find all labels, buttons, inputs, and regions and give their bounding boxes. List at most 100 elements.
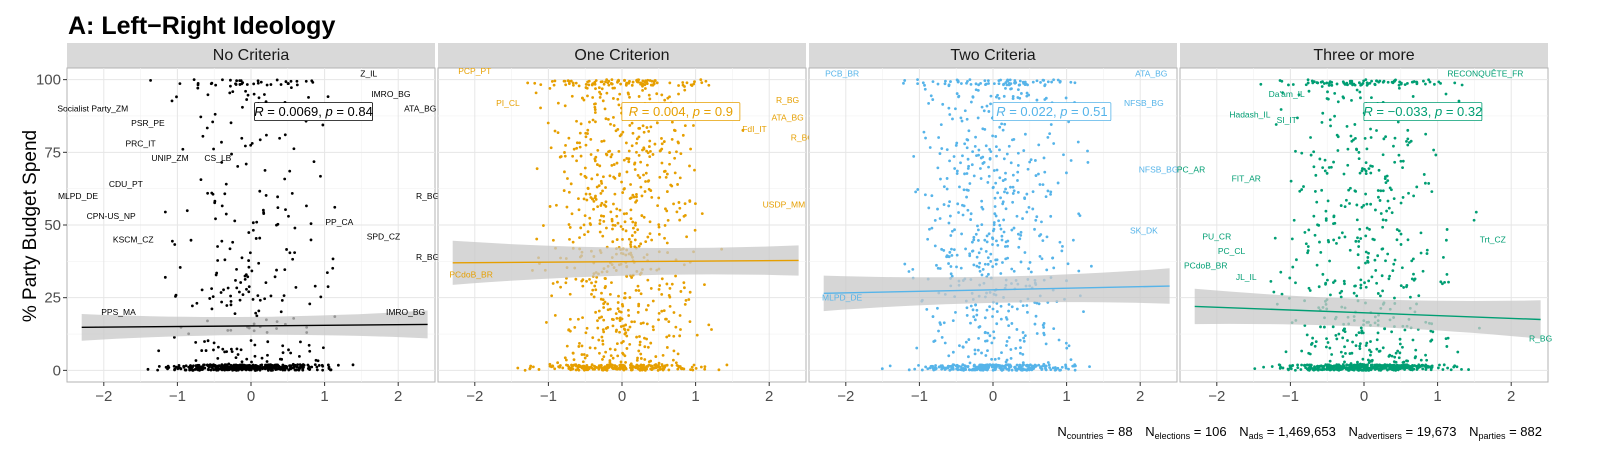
data-point bbox=[1375, 281, 1379, 285]
data-point bbox=[214, 367, 218, 371]
data-point bbox=[1407, 191, 1410, 195]
data-point bbox=[1348, 202, 1351, 205]
data-point bbox=[1018, 366, 1022, 370]
data-point bbox=[607, 150, 610, 154]
data-point bbox=[1326, 97, 1330, 101]
data-point bbox=[688, 164, 691, 168]
data-point bbox=[321, 368, 325, 372]
data-point bbox=[1303, 324, 1307, 327]
data-point bbox=[600, 335, 604, 339]
point-label: MLPD_DE bbox=[58, 191, 98, 201]
data-point bbox=[565, 205, 569, 209]
data-point bbox=[949, 272, 953, 276]
data-point bbox=[668, 81, 672, 85]
data-point bbox=[235, 347, 239, 351]
data-point bbox=[975, 308, 979, 312]
data-point bbox=[287, 214, 290, 218]
data-point bbox=[251, 366, 255, 369]
data-point bbox=[292, 147, 296, 151]
data-point bbox=[1007, 363, 1010, 367]
data-point bbox=[1328, 359, 1332, 363]
data-point bbox=[289, 79, 293, 83]
data-point bbox=[1429, 365, 1432, 369]
data-point bbox=[962, 188, 966, 192]
data-point bbox=[167, 366, 171, 369]
data-point bbox=[526, 81, 530, 85]
data-point bbox=[950, 247, 953, 251]
data-point bbox=[581, 278, 585, 282]
data-point bbox=[1399, 232, 1403, 236]
data-point bbox=[623, 296, 627, 300]
data-point bbox=[1339, 350, 1343, 354]
data-point bbox=[157, 349, 161, 353]
data-point bbox=[239, 281, 243, 284]
data-point bbox=[621, 351, 624, 355]
data-point bbox=[593, 196, 597, 200]
data-point bbox=[553, 367, 557, 371]
data-point bbox=[949, 80, 952, 83]
data-point bbox=[678, 218, 682, 222]
data-point bbox=[1399, 201, 1403, 205]
data-point bbox=[295, 83, 299, 87]
data-point bbox=[1037, 302, 1041, 306]
data-point bbox=[992, 221, 996, 224]
data-point bbox=[980, 223, 984, 227]
data-point bbox=[213, 112, 217, 116]
data-point bbox=[1372, 238, 1376, 242]
data-point bbox=[997, 357, 1001, 360]
data-point bbox=[311, 80, 315, 84]
data-point bbox=[1343, 205, 1347, 208]
data-point bbox=[1006, 78, 1010, 82]
data-point bbox=[964, 247, 967, 251]
data-point bbox=[1291, 83, 1295, 86]
data-point bbox=[1390, 330, 1394, 334]
data-point bbox=[985, 234, 989, 238]
data-point bbox=[301, 363, 305, 366]
data-point bbox=[948, 214, 952, 218]
data-point bbox=[1341, 363, 1345, 366]
data-point bbox=[637, 367, 641, 371]
data-point bbox=[178, 82, 182, 86]
data-point bbox=[555, 203, 558, 207]
data-point bbox=[627, 149, 631, 153]
data-point bbox=[216, 245, 219, 248]
data-point bbox=[258, 236, 262, 240]
data-point bbox=[645, 322, 649, 326]
data-point bbox=[1023, 251, 1027, 254]
data-point bbox=[1315, 263, 1319, 267]
data-point bbox=[172, 364, 176, 368]
data-point bbox=[1357, 239, 1361, 243]
data-point bbox=[1392, 197, 1396, 201]
data-point bbox=[1291, 265, 1295, 269]
data-point bbox=[947, 255, 951, 259]
data-point bbox=[1390, 354, 1394, 358]
data-point bbox=[1290, 237, 1294, 241]
data-point bbox=[579, 122, 583, 126]
data-point bbox=[1302, 185, 1305, 188]
data-point bbox=[637, 135, 641, 139]
data-point bbox=[1323, 158, 1327, 162]
data-point bbox=[1398, 337, 1402, 341]
data-point bbox=[564, 358, 568, 362]
data-point bbox=[596, 149, 600, 152]
data-point bbox=[211, 192, 215, 196]
data-point bbox=[973, 352, 977, 356]
data-point bbox=[598, 230, 602, 234]
data-point bbox=[585, 366, 589, 370]
data-point bbox=[1313, 365, 1316, 369]
data-point bbox=[317, 364, 321, 367]
data-point bbox=[1013, 365, 1017, 369]
data-point bbox=[635, 137, 639, 141]
data-point bbox=[208, 297, 212, 300]
data-point bbox=[951, 350, 955, 354]
data-point bbox=[1040, 220, 1043, 224]
data-point bbox=[972, 174, 976, 178]
data-point bbox=[710, 328, 713, 331]
data-point bbox=[598, 164, 602, 168]
data-point bbox=[997, 82, 1001, 86]
footer-parties-value: = 882 bbox=[1505, 424, 1542, 439]
data-point bbox=[644, 180, 647, 183]
data-point bbox=[1409, 365, 1413, 369]
data-point bbox=[229, 363, 233, 367]
data-point bbox=[224, 182, 228, 186]
